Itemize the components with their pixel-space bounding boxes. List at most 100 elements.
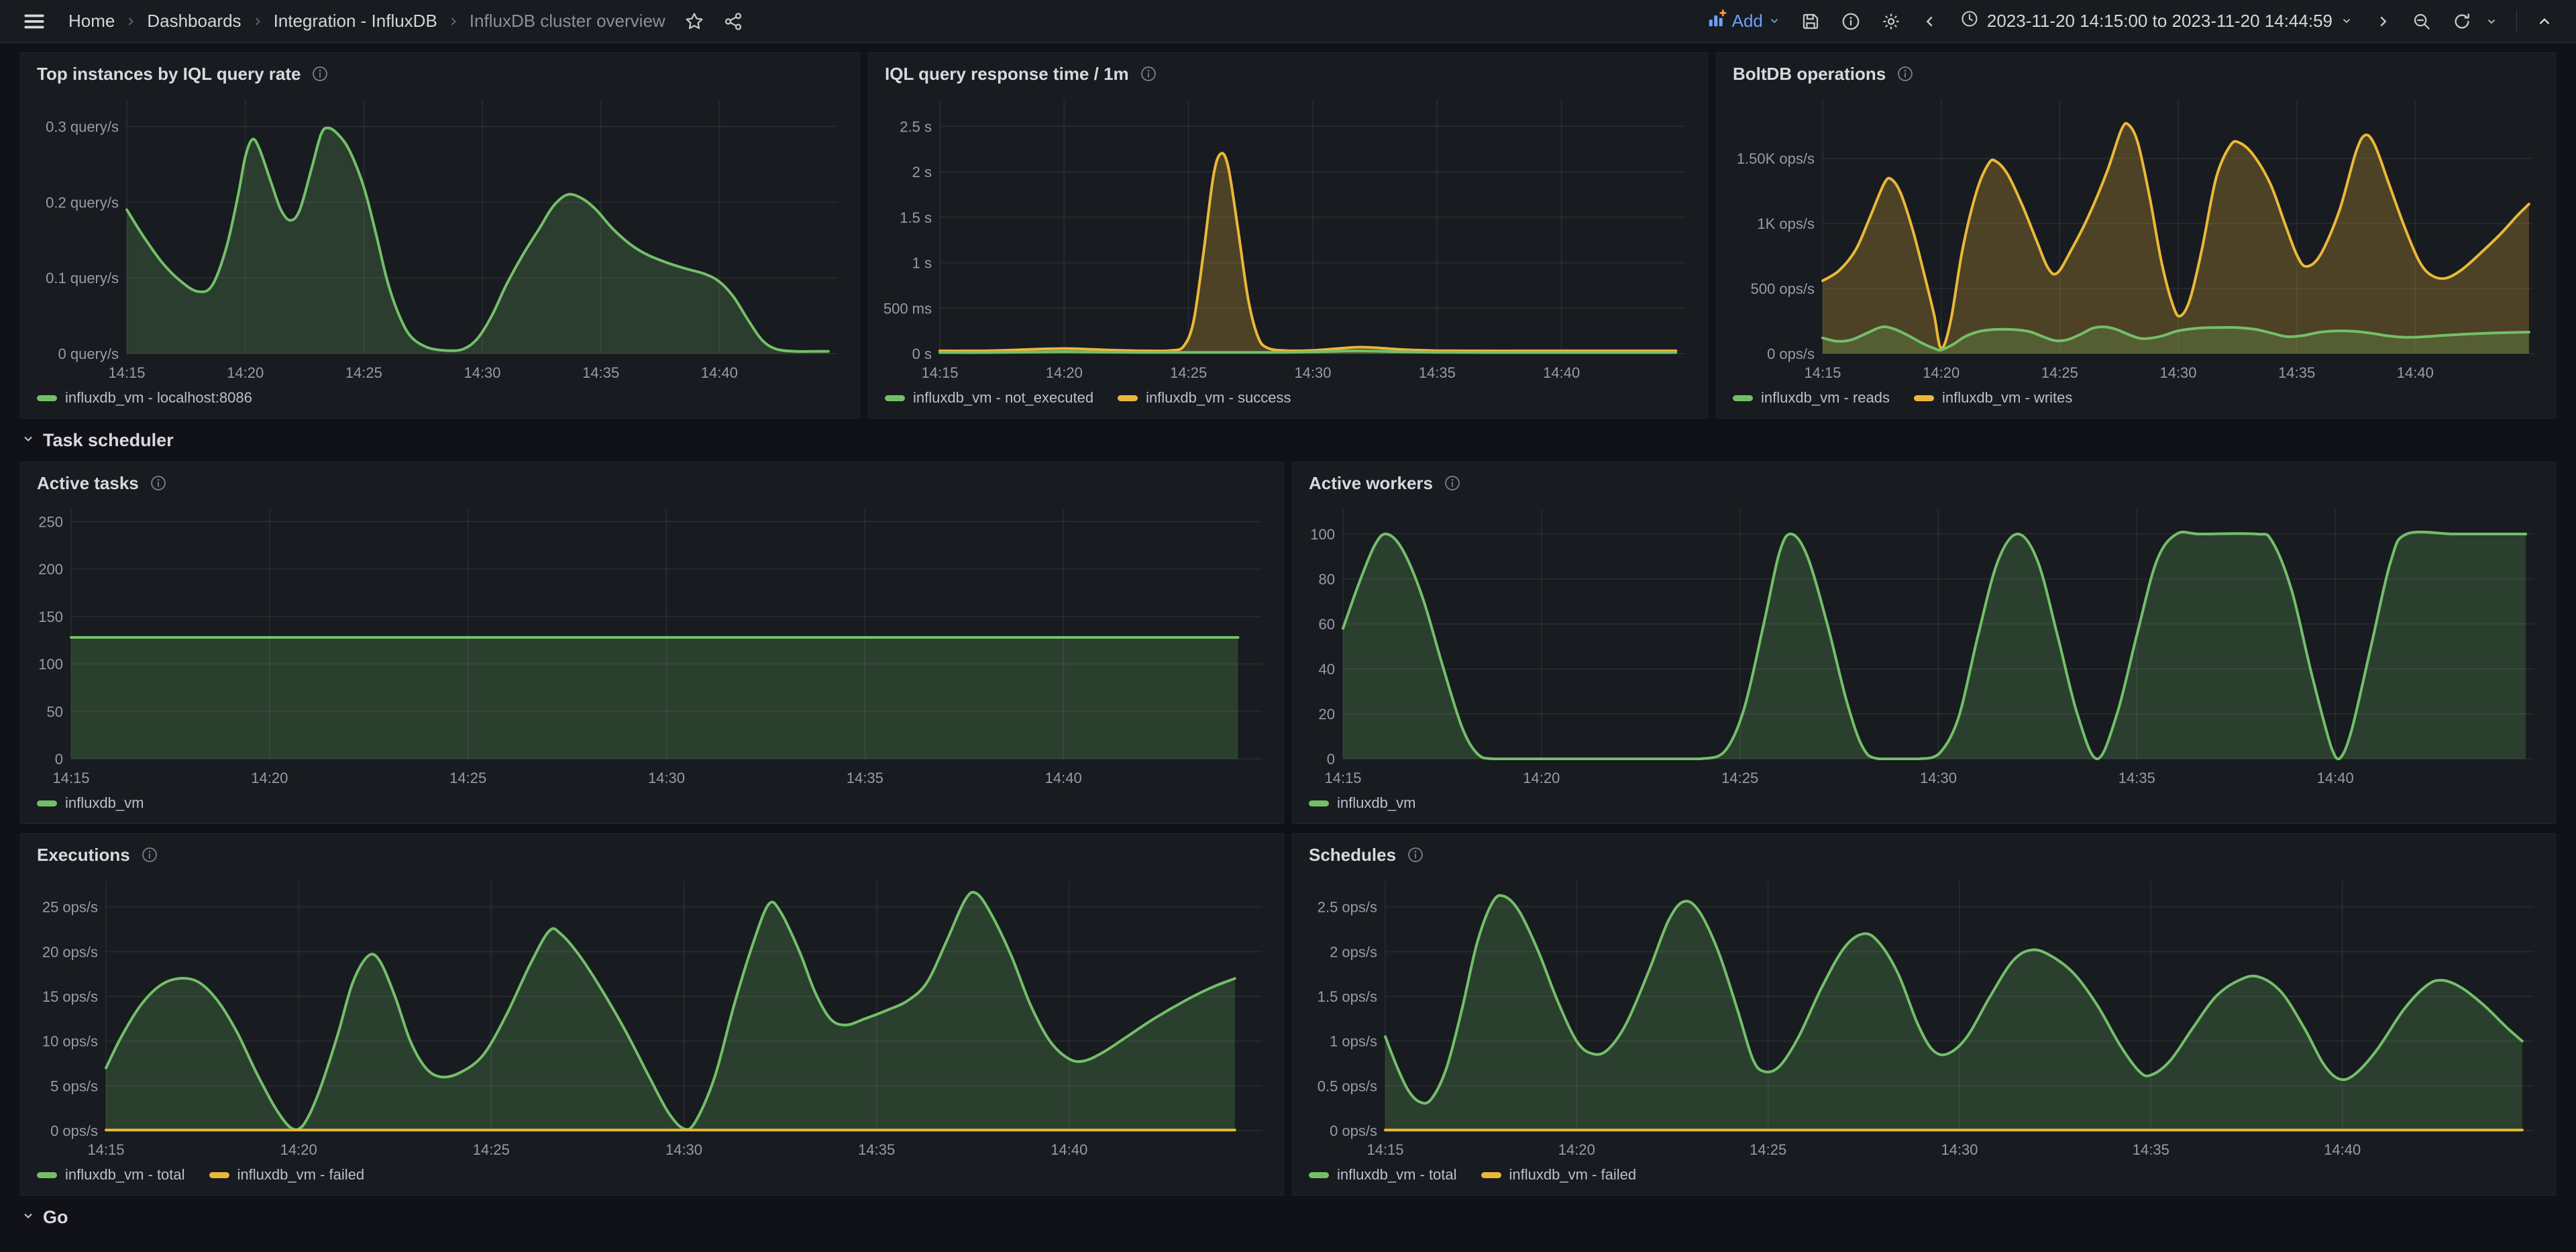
y-tick-label: 200: [38, 561, 63, 578]
refresh-interval-dropdown[interactable]: [2480, 10, 2503, 33]
legend-swatch: [1733, 395, 1753, 401]
zoom-out-icon[interactable]: [2406, 6, 2437, 37]
info-icon[interactable]: [1896, 65, 1914, 83]
save-dashboard-icon[interactable]: [1795, 6, 1826, 37]
panel-title[interactable]: Top instances by IQL query rate: [37, 64, 301, 85]
legend-item[interactable]: influxdb_vm - failed: [1481, 1166, 1637, 1184]
chart-executions[interactable]: 0 ops/s5 ops/s10 ops/s15 ops/s20 ops/s25…: [33, 870, 1271, 1161]
panel-active-tasks: Active tasks05010015020025014:1514:2014:…: [20, 462, 1284, 824]
y-tick-label: 1 ops/s: [1330, 1033, 1377, 1050]
share-icon[interactable]: [718, 6, 749, 37]
legend-swatch: [1309, 800, 1329, 806]
x-tick-label: 14:20: [227, 364, 264, 381]
dashboard-settings-icon[interactable]: [1876, 6, 1907, 37]
x-tick-label: 14:15: [108, 364, 145, 381]
chart-active-tasks[interactable]: 05010015020025014:1514:2014:2514:3014:35…: [33, 499, 1271, 790]
y-tick-label: 20: [1319, 706, 1335, 723]
info-icon[interactable]: [1444, 474, 1461, 492]
y-tick-label: 1 s: [912, 255, 932, 272]
legend-item[interactable]: influxdb_vm: [1309, 794, 1415, 812]
panel-title[interactable]: Executions: [37, 845, 130, 866]
chart-active-workers[interactable]: 02040608010014:1514:2014:2514:3014:3514:…: [1305, 499, 2543, 790]
legend-label: influxdb_vm: [1337, 794, 1415, 812]
x-tick-label: 14:20: [280, 1141, 317, 1158]
y-tick-label: 0.2 query/s: [46, 194, 119, 211]
panel-boltdb-operations: BoltDB operations0 ops/s500 ops/s1K ops/…: [1716, 52, 2556, 419]
panel-title[interactable]: IQL query response time / 1m: [885, 64, 1129, 85]
chevron-down-icon: [21, 432, 35, 449]
legend-item[interactable]: influxdb_vm - success: [1118, 389, 1291, 407]
legend: influxdb_vm - reads influxdb_vm - writes: [1729, 384, 2543, 411]
legend-label: influxdb_vm - total: [65, 1166, 185, 1184]
hamburger-menu-icon[interactable]: [17, 5, 51, 38]
x-tick-label: 14:30: [1920, 770, 1957, 786]
panel-title[interactable]: BoltDB operations: [1733, 64, 1886, 85]
y-tick-label: 60: [1319, 616, 1335, 633]
x-tick-label: 14:25: [1750, 1141, 1786, 1158]
legend-label: influxdb_vm - failed: [237, 1166, 365, 1184]
dashboard-insights-icon[interactable]: [1835, 6, 1866, 37]
x-tick-label: 14:35: [1419, 364, 1456, 381]
info-icon[interactable]: [141, 846, 158, 864]
legend-label: influxdb_vm - failed: [1509, 1166, 1637, 1184]
time-range-back-icon[interactable]: [1916, 7, 1944, 36]
info-icon[interactable]: [150, 474, 167, 492]
y-tick-label: 2 s: [912, 164, 932, 180]
breadcrumb-folder[interactable]: Integration - InfluxDB: [274, 11, 437, 32]
x-tick-label: 14:40: [1045, 770, 1082, 786]
panel-header: Active workers: [1305, 468, 2543, 499]
panel-header: Executions: [33, 839, 1271, 870]
legend-label: influxdb_vm - total: [1337, 1166, 1457, 1184]
legend-item[interactable]: influxdb_vm - not_executed: [885, 389, 1093, 407]
y-tick-label: 1.5 ops/s: [1318, 988, 1377, 1005]
y-tick-label: 5 ops/s: [50, 1078, 98, 1094]
legend-item[interactable]: influxdb_vm - total: [1309, 1166, 1457, 1184]
chart-boltdb-operations[interactable]: 0 ops/s500 ops/s1K ops/s1.50K ops/s14:15…: [1729, 89, 2543, 384]
legend: influxdb_vm - total influxdb_vm - failed: [1305, 1161, 2543, 1188]
legend-item[interactable]: influxdb_vm - reads: [1733, 389, 1890, 407]
y-tick-label: 0.5 ops/s: [1318, 1078, 1377, 1094]
y-tick-label: 250: [38, 513, 63, 530]
legend-label: influxdb_vm - not_executed: [913, 389, 1093, 407]
legend: influxdb_vm - total influxdb_vm - failed: [33, 1161, 1271, 1188]
info-icon[interactable]: [311, 65, 329, 83]
info-icon[interactable]: [1407, 846, 1424, 864]
panel-title[interactable]: Active tasks: [37, 473, 139, 494]
chart-schedules[interactable]: 0 ops/s0.5 ops/s1 ops/s1.5 ops/s2 ops/s2…: [1305, 870, 2543, 1161]
section-go[interactable]: Go: [20, 1196, 2556, 1239]
y-tick-label: 500 ops/s: [1751, 280, 1815, 297]
x-tick-label: 14:30: [665, 1141, 702, 1158]
x-tick-label: 14:15: [1804, 364, 1841, 381]
legend-item[interactable]: influxdb_vm - failed: [209, 1166, 365, 1184]
breadcrumb-dashboards[interactable]: Dashboards: [147, 11, 241, 32]
legend-item[interactable]: influxdb_vm - total: [37, 1166, 185, 1184]
x-tick-label: 14:35: [2133, 1141, 2169, 1158]
x-tick-label: 14:40: [2397, 364, 2434, 381]
section-title: Go: [43, 1207, 68, 1228]
add-button[interactable]: Add: [1701, 5, 1786, 38]
collapse-navbar-icon[interactable]: [2530, 7, 2559, 36]
y-tick-label: 0 ops/s: [50, 1123, 98, 1139]
legend-swatch: [209, 1172, 229, 1178]
time-range-picker[interactable]: 2023-11-20 14:15:00 to 2023-11-20 14:44:…: [1953, 5, 2359, 37]
y-tick-label: 1.50K ops/s: [1737, 150, 1815, 167]
panel-title[interactable]: Active workers: [1309, 473, 1433, 494]
panel-title[interactable]: Schedules: [1309, 845, 1396, 866]
legend-label: influxdb_vm - localhost:8086: [65, 389, 252, 407]
info-icon[interactable]: [1140, 65, 1157, 83]
chart-iql-response-time[interactable]: 0 s500 ms1 s1.5 s2 s2.5 s14:1514:2014:25…: [881, 89, 1695, 384]
legend-item[interactable]: influxdb_vm - writes: [1914, 389, 2072, 407]
breadcrumb-home[interactable]: Home: [68, 11, 115, 32]
chevron-down-icon: [21, 1209, 35, 1226]
x-tick-label: 14:20: [1923, 364, 1960, 381]
chart-iql-query-rate[interactable]: 0 query/s0.1 query/s0.2 query/s0.3 query…: [33, 89, 847, 384]
star-icon[interactable]: [679, 6, 710, 37]
legend-item[interactable]: influxdb_vm: [37, 794, 144, 812]
time-range-forward-icon[interactable]: [2369, 7, 2397, 36]
refresh-icon[interactable]: [2447, 6, 2477, 37]
legend-item[interactable]: influxdb_vm - localhost:8086: [37, 389, 252, 407]
section-task-scheduler[interactable]: Task scheduler: [20, 419, 2556, 462]
y-tick-label: 0: [55, 751, 63, 768]
x-tick-label: 14:35: [858, 1141, 895, 1158]
x-tick-label: 14:30: [1294, 364, 1331, 381]
